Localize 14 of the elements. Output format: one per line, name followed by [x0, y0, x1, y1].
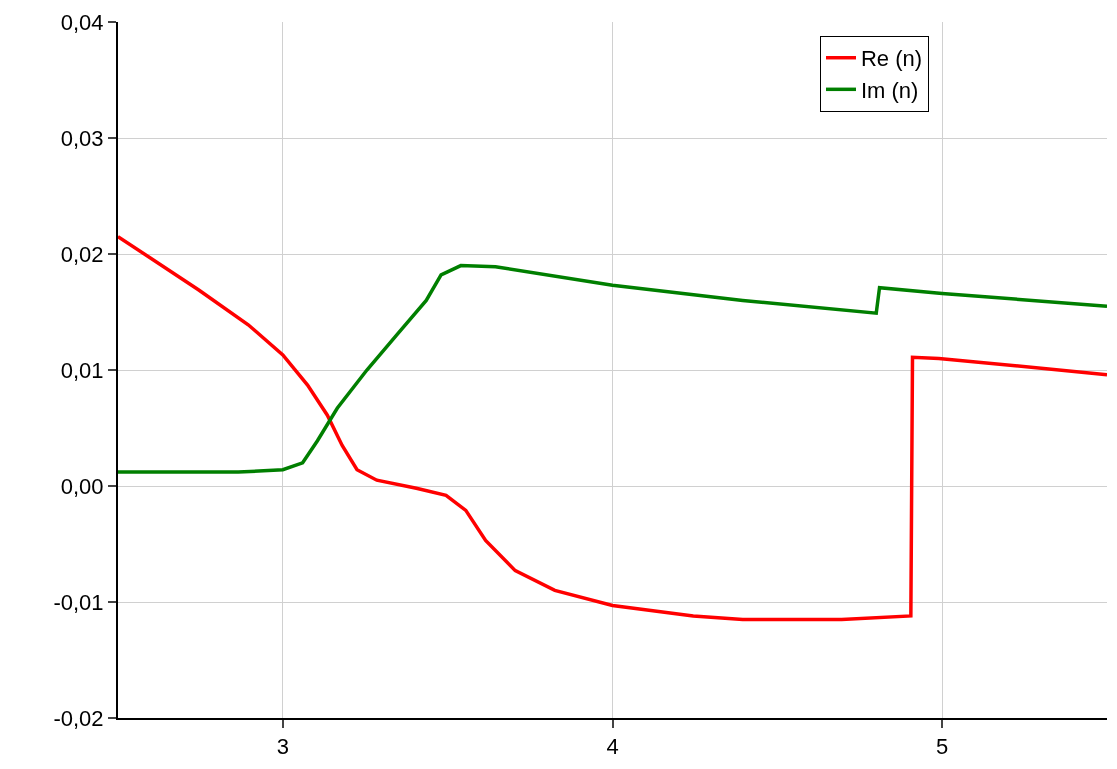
y-tick-label: 0,04 [60, 9, 104, 35]
y-tick-label: -0,01 [53, 589, 104, 615]
line-series [118, 263, 1107, 474]
y-tick-label: -0,02 [53, 705, 104, 731]
y-tick-label: 0,01 [60, 357, 104, 383]
x-tick-label: 4 [606, 734, 619, 760]
x-tick-label: 5 [936, 734, 949, 760]
legend-label: Re (n) [860, 46, 923, 72]
y-tick-label: 0,03 [60, 125, 104, 151]
x-tick-label: 3 [276, 734, 289, 760]
y-tick-label: 0,00 [60, 473, 104, 499]
legend-label: Im (n) [860, 77, 919, 103]
y-tick-label: 0,02 [60, 241, 104, 267]
line-series [118, 234, 1107, 622]
